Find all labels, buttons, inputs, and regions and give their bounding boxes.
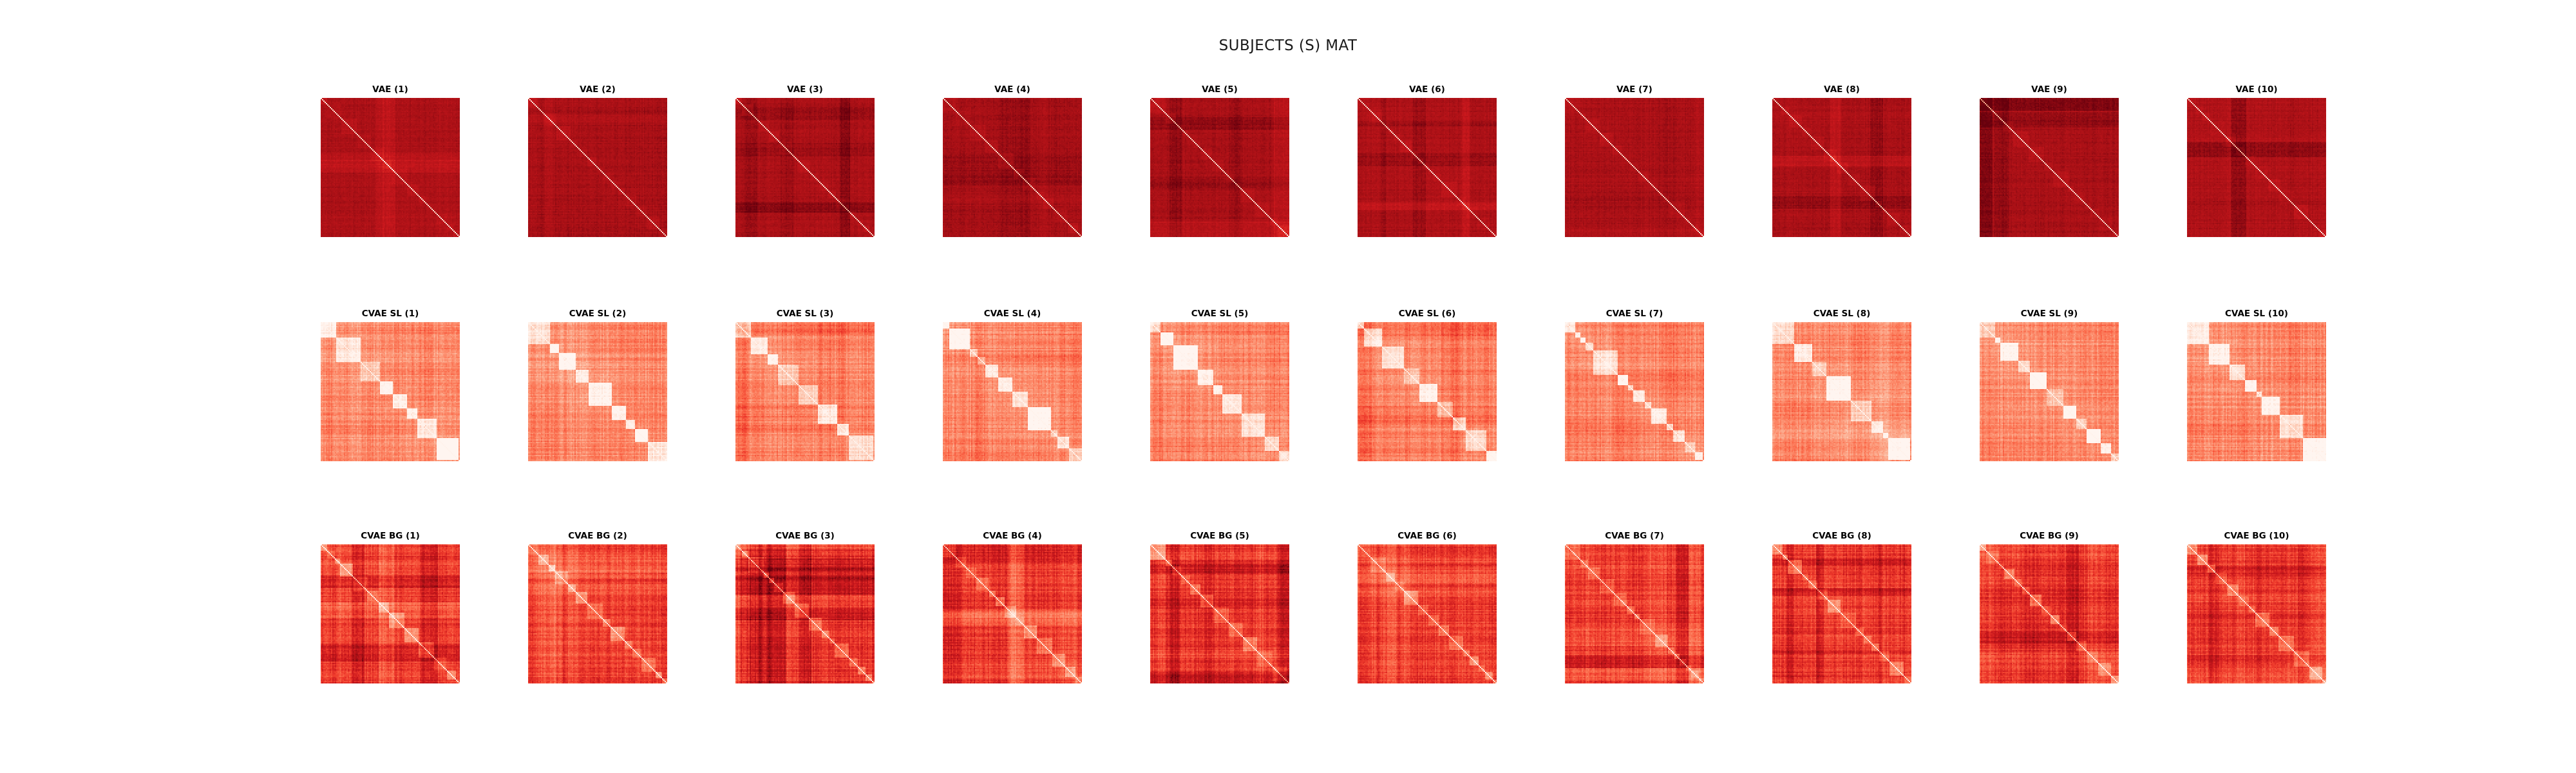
subplot-title: CVAE BG (6) xyxy=(1397,531,1457,541)
subplot-title: VAE (2) xyxy=(580,84,616,95)
heatmap-matrix xyxy=(2187,322,2326,461)
subplot-cvae-sl-7: CVAE SL (7) xyxy=(1565,309,1704,461)
heatmap-matrix xyxy=(321,322,460,461)
heatmap-matrix xyxy=(1565,98,1704,237)
subplot-vae-4: VAE (4) xyxy=(943,84,1082,237)
subplot-title: VAE (8) xyxy=(1824,84,1860,95)
subplot-title: CVAE BG (4) xyxy=(983,531,1042,541)
heatmap-matrix xyxy=(735,544,875,683)
heatmap-matrix xyxy=(1772,98,1911,237)
subplot-vae-3: VAE (3) xyxy=(735,84,875,237)
subplot-cvae-bg-3: CVAE BG (3) xyxy=(735,531,875,683)
heatmap-matrix xyxy=(1980,98,2119,237)
heatmap-matrix xyxy=(1772,544,1911,683)
heatmap-matrix xyxy=(1565,322,1704,461)
heatmap-matrix xyxy=(1358,544,1497,683)
heatmap-matrix xyxy=(1150,544,1289,683)
subplot-cvae-bg-1: CVAE BG (1) xyxy=(321,531,460,683)
heatmap-matrix xyxy=(1358,98,1497,237)
heatmap-matrix xyxy=(735,98,875,237)
subplot-title: CVAE SL (7) xyxy=(1605,309,1663,319)
subplot-title: VAE (7) xyxy=(1616,84,1653,95)
subplot-vae-10: VAE (10) xyxy=(2187,84,2326,237)
subplot-title: CVAE SL (10) xyxy=(2225,309,2288,319)
subplot-cvae-sl-8: CVAE SL (8) xyxy=(1772,309,1911,461)
subplot-cvae-bg-8: CVAE BG (8) xyxy=(1772,531,1911,683)
subplot-title: VAE (1) xyxy=(372,84,408,95)
subplot-title: CVAE BG (2) xyxy=(568,531,627,541)
heatmap-matrix xyxy=(528,544,667,683)
heatmap-matrix xyxy=(2187,544,2326,683)
heatmap-matrix xyxy=(1150,322,1289,461)
heatmap-matrix xyxy=(735,322,875,461)
heatmap-matrix xyxy=(528,98,667,237)
subplot-cvae-sl-2: CVAE SL (2) xyxy=(528,309,667,461)
subplot-title: VAE (9) xyxy=(2031,84,2067,95)
heatmap-matrix xyxy=(321,98,460,237)
subplot-vae-7: VAE (7) xyxy=(1565,84,1704,237)
subplot-cvae-sl-9: CVAE SL (9) xyxy=(1980,309,2119,461)
figure-title: SUBJECTS (S) MAT xyxy=(1218,37,1358,54)
subplot-title: VAE (5) xyxy=(1202,84,1238,95)
subplot-title: VAE (4) xyxy=(994,84,1030,95)
subplot-cvae-bg-10: CVAE BG (10) xyxy=(2187,531,2326,683)
subplot-title: CVAE SL (9) xyxy=(2020,309,2078,319)
heatmap-matrix xyxy=(1358,322,1497,461)
subplot-title: VAE (6) xyxy=(1409,84,1445,95)
subplot-title: CVAE BG (7) xyxy=(1605,531,1664,541)
subplot-cvae-sl-5: CVAE SL (5) xyxy=(1150,309,1289,461)
heatmap-matrix xyxy=(1150,98,1289,237)
subplot-title: CVAE BG (5) xyxy=(1190,531,1249,541)
subplot-cvae-sl-3: CVAE SL (3) xyxy=(735,309,875,461)
subplot-vae-6: VAE (6) xyxy=(1358,84,1497,237)
heatmap-matrix xyxy=(1980,544,2119,683)
subplot-vae-9: VAE (9) xyxy=(1980,84,2119,237)
subplot-cvae-bg-5: CVAE BG (5) xyxy=(1150,531,1289,683)
subplot-title: CVAE SL (2) xyxy=(569,309,627,319)
heatmap-matrix xyxy=(2187,98,2326,237)
subplot-title: CVAE SL (1) xyxy=(361,309,419,319)
subplot-cvae-bg-9: CVAE BG (9) xyxy=(1980,531,2119,683)
subplot-title: CVAE SL (8) xyxy=(1813,309,1871,319)
heatmap-matrix xyxy=(528,322,667,461)
subplot-title: CVAE BG (1) xyxy=(361,531,420,541)
subplot-cvae-bg-2: CVAE BG (2) xyxy=(528,531,667,683)
subplot-title: CVAE BG (8) xyxy=(1812,531,1871,541)
heatmap-matrix xyxy=(1980,322,2119,461)
subplot-cvae-bg-4: CVAE BG (4) xyxy=(943,531,1082,683)
subplot-vae-1: VAE (1) xyxy=(321,84,460,237)
subplot-vae-2: VAE (2) xyxy=(528,84,667,237)
subplot-title: CVAE BG (3) xyxy=(775,531,835,541)
subplot-cvae-sl-1: CVAE SL (1) xyxy=(321,309,460,461)
subplot-cvae-bg-7: CVAE BG (7) xyxy=(1565,531,1704,683)
subplot-title: CVAE SL (6) xyxy=(1398,309,1456,319)
heatmap-matrix xyxy=(321,544,460,683)
subplot-vae-5: VAE (5) xyxy=(1150,84,1289,237)
heatmap-matrix xyxy=(1565,544,1704,683)
heatmap-matrix xyxy=(943,544,1082,683)
subplot-vae-8: VAE (8) xyxy=(1772,84,1911,237)
subplot-title: VAE (10) xyxy=(2235,84,2278,95)
subplot-title: CVAE SL (4) xyxy=(983,309,1041,319)
subplot-cvae-sl-10: CVAE SL (10) xyxy=(2187,309,2326,461)
heatmap-matrix xyxy=(943,322,1082,461)
subplot-title: CVAE BG (10) xyxy=(2224,531,2289,541)
subplot-title: CVAE SL (5) xyxy=(1191,309,1249,319)
heatmap-matrix xyxy=(943,98,1082,237)
subplot-title: CVAE BG (9) xyxy=(2020,531,2079,541)
subplot-title: CVAE SL (3) xyxy=(776,309,834,319)
subplot-title: VAE (3) xyxy=(787,84,823,95)
subplot-cvae-sl-6: CVAE SL (6) xyxy=(1358,309,1497,461)
heatmap-matrix xyxy=(1772,322,1911,461)
subplot-cvae-bg-6: CVAE BG (6) xyxy=(1358,531,1497,683)
subplot-cvae-sl-4: CVAE SL (4) xyxy=(943,309,1082,461)
